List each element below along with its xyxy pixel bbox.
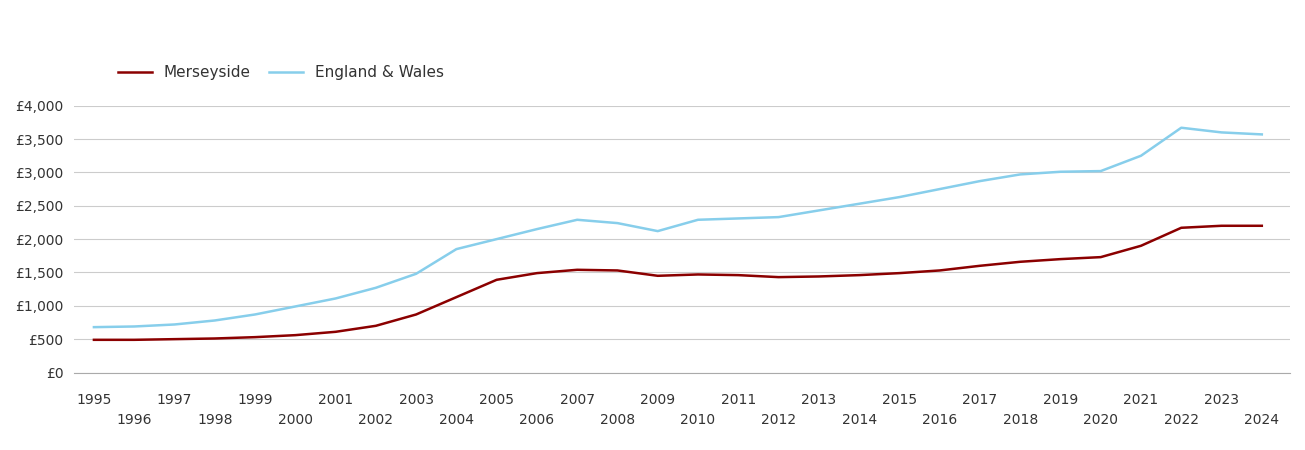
Text: 2006: 2006 — [519, 413, 555, 427]
England & Wales — [771, 214, 787, 220]
Merseyside — [247, 334, 262, 340]
Merseyside — [1173, 225, 1189, 230]
Merseyside — [1013, 259, 1028, 265]
Merseyside — [1254, 223, 1270, 229]
Merseyside — [449, 294, 465, 300]
Merseyside — [569, 267, 585, 273]
Merseyside — [1133, 243, 1148, 248]
Text: 2000: 2000 — [278, 413, 313, 427]
Text: 2009: 2009 — [641, 393, 675, 407]
England & Wales — [609, 220, 625, 226]
England & Wales — [328, 296, 343, 301]
England & Wales — [167, 322, 183, 327]
England & Wales — [690, 217, 706, 222]
Text: 2023: 2023 — [1205, 393, 1238, 407]
Merseyside — [851, 272, 867, 278]
England & Wales — [449, 247, 465, 252]
Text: 2011: 2011 — [720, 393, 756, 407]
England & Wales — [247, 312, 262, 317]
Text: 1997: 1997 — [157, 393, 192, 407]
Merseyside — [891, 270, 907, 276]
England & Wales — [731, 216, 746, 221]
Text: 1995: 1995 — [76, 393, 112, 407]
Merseyside — [167, 337, 183, 342]
England & Wales — [529, 226, 544, 232]
Text: 2007: 2007 — [560, 393, 595, 407]
England & Wales — [1053, 169, 1069, 175]
England & Wales — [207, 318, 223, 323]
Text: 2015: 2015 — [882, 393, 917, 407]
Text: 2021: 2021 — [1124, 393, 1159, 407]
Text: 2008: 2008 — [600, 413, 636, 427]
Text: 2012: 2012 — [761, 413, 796, 427]
Text: 2018: 2018 — [1002, 413, 1037, 427]
Text: 2003: 2003 — [398, 393, 433, 407]
Merseyside — [1214, 223, 1229, 229]
England & Wales — [1133, 153, 1148, 158]
Merseyside — [609, 268, 625, 273]
Merseyside — [86, 337, 102, 342]
Merseyside — [489, 277, 505, 283]
England & Wales — [1173, 125, 1189, 130]
Merseyside — [690, 272, 706, 277]
England & Wales — [569, 217, 585, 222]
Legend: Merseyside, England & Wales: Merseyside, England & Wales — [117, 65, 444, 81]
England & Wales — [1214, 130, 1229, 135]
England & Wales — [851, 201, 867, 207]
Text: 2014: 2014 — [842, 413, 877, 427]
Text: 2013: 2013 — [801, 393, 837, 407]
Merseyside — [972, 263, 988, 269]
England & Wales — [891, 194, 907, 200]
Merseyside — [771, 274, 787, 280]
England & Wales — [650, 229, 666, 234]
Merseyside — [529, 270, 544, 276]
England & Wales — [408, 271, 424, 276]
Text: 2017: 2017 — [962, 393, 997, 407]
Text: 2020: 2020 — [1083, 413, 1118, 427]
Merseyside — [408, 312, 424, 317]
Merseyside — [207, 336, 223, 341]
England & Wales — [489, 236, 505, 242]
Text: 2002: 2002 — [359, 413, 393, 427]
England & Wales — [932, 186, 947, 192]
Merseyside — [1092, 254, 1108, 260]
Merseyside — [368, 323, 384, 328]
England & Wales — [86, 324, 102, 330]
England & Wales — [127, 324, 142, 329]
England & Wales — [972, 178, 988, 184]
Line: Merseyside: Merseyside — [94, 226, 1262, 340]
Text: 2019: 2019 — [1043, 393, 1078, 407]
Text: 1996: 1996 — [116, 413, 151, 427]
Merseyside — [731, 272, 746, 278]
Merseyside — [287, 333, 303, 338]
England & Wales — [368, 285, 384, 291]
England & Wales — [1092, 168, 1108, 174]
Merseyside — [810, 274, 826, 279]
Text: 2004: 2004 — [438, 413, 474, 427]
Text: 1998: 1998 — [197, 413, 232, 427]
Text: 2001: 2001 — [318, 393, 354, 407]
Merseyside — [1053, 256, 1069, 262]
Text: 2024: 2024 — [1244, 413, 1279, 427]
Text: 2022: 2022 — [1164, 413, 1199, 427]
Text: 1999: 1999 — [238, 393, 273, 407]
Merseyside — [650, 273, 666, 279]
Text: 2010: 2010 — [680, 413, 715, 427]
Text: 2016: 2016 — [923, 413, 958, 427]
Merseyside — [127, 337, 142, 342]
Line: England & Wales: England & Wales — [94, 128, 1262, 327]
England & Wales — [1013, 172, 1028, 177]
England & Wales — [810, 208, 826, 213]
England & Wales — [1254, 132, 1270, 137]
Merseyside — [932, 268, 947, 273]
Merseyside — [328, 329, 343, 334]
Text: 2005: 2005 — [479, 393, 514, 407]
England & Wales — [287, 304, 303, 309]
